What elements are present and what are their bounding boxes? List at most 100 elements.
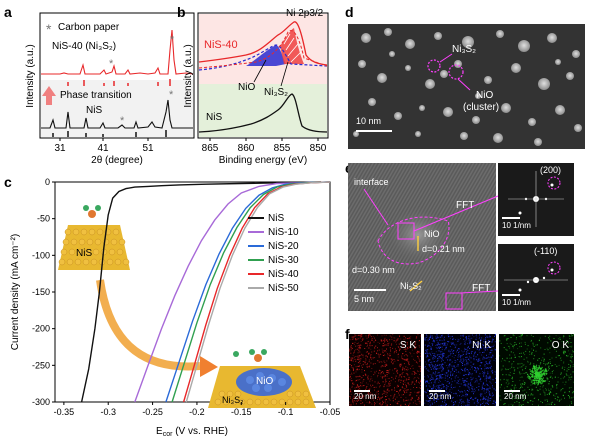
chart-series-group bbox=[80, 181, 331, 403]
x-tick-label: -0.25 bbox=[142, 407, 163, 417]
tem-d-scalebar bbox=[356, 130, 392, 132]
fft-2-index: (-110) bbox=[534, 246, 558, 256]
xps-black-trace bbox=[198, 93, 328, 133]
xps-pink-bg bbox=[199, 14, 327, 84]
series-line-nis-10 bbox=[134, 181, 331, 403]
eds-o-scalebar bbox=[504, 390, 520, 392]
x-tick-label: -0.3 bbox=[100, 407, 116, 417]
tem-d-scale-label: 10 nm bbox=[356, 116, 382, 126]
fft-1-pattern bbox=[508, 171, 564, 227]
fft-connectors bbox=[413, 195, 499, 294]
xps-panel: NiS-40 Ni 2p3/2 NiO Ni₃S₂ NiS 865 860 85… bbox=[183, 8, 329, 166]
legend-label-nis-50: NiS-50 bbox=[268, 283, 299, 294]
eds-ni-scalebar bbox=[429, 390, 445, 392]
y-tick-label: -300 bbox=[32, 397, 50, 407]
eds-s-dots bbox=[349, 334, 421, 406]
xps-label-ni2p: Ni 2p3/2 bbox=[286, 8, 324, 19]
xps-label-nis40: NiS-40 bbox=[204, 39, 238, 51]
eds-s-label: S K bbox=[399, 340, 416, 351]
eds-s-scalebar bbox=[354, 390, 370, 392]
phase-transition-arrow bbox=[42, 86, 56, 105]
fft-label-1: FFT bbox=[456, 200, 475, 211]
eds-o-scale-label: 20 nm bbox=[504, 392, 527, 401]
hrtem-scalebar bbox=[354, 289, 386, 291]
tem-d-particles bbox=[348, 24, 585, 149]
xps-hatch bbox=[283, 33, 302, 63]
y-tick-label: -250 bbox=[32, 360, 50, 370]
tem-image-d: Ni₃S₂ NiO (cluster) 10 nm bbox=[348, 24, 585, 149]
panel-letter-d: d bbox=[345, 4, 354, 20]
panel-letter-b: b bbox=[177, 4, 186, 20]
xps-xtick-1: 860 bbox=[238, 143, 255, 154]
eds-ni-label: Ni K bbox=[472, 340, 491, 351]
inset-label-ni3s2: Ni₃S₂ bbox=[222, 395, 244, 405]
xrd-red-ref-ticks bbox=[67, 79, 171, 86]
xps-xtick-2: 855 bbox=[274, 143, 291, 154]
hrtem-label-d030: d=0.30 nm bbox=[352, 265, 395, 275]
eds-map-o: O K 20 nm bbox=[499, 334, 574, 406]
xrd-ylabel: Intensity (a.u.) bbox=[25, 44, 36, 107]
fft-image-2: (-110) 10 1/nm bbox=[498, 244, 574, 311]
xps-xtick-0: 865 bbox=[202, 143, 219, 154]
inset-label-nio: NiO bbox=[256, 376, 273, 387]
xps-red-trace bbox=[198, 21, 328, 66]
chart-legend: NiS NiS-10 NiS-20 NiS-30 NiS-40 NiS-50 bbox=[248, 213, 299, 294]
eds-ni-dots bbox=[424, 334, 496, 406]
fft-1-scalebar bbox=[502, 217, 520, 219]
xps-xtick-3: 850 bbox=[310, 143, 327, 154]
tem-d-label-ni3s2: Ni₃S₂ bbox=[452, 44, 477, 55]
transition-arrowhead bbox=[200, 356, 218, 377]
x-tick-label: -0.15 bbox=[231, 407, 252, 417]
xrd-label-nis: NiS bbox=[86, 105, 102, 116]
hrtem-label-interface: interface bbox=[354, 177, 389, 187]
fft-2-scale-label: 10 1/nm bbox=[502, 298, 531, 307]
xrd-star-2: * bbox=[170, 34, 175, 46]
inset-label-nis: NiS bbox=[76, 248, 92, 259]
hrtem-label-nio: NiO bbox=[424, 229, 440, 239]
legend-label-nis-40: NiS-40 bbox=[268, 269, 299, 280]
panel-letter-f: f bbox=[345, 326, 350, 342]
xps-blue-dashed bbox=[198, 44, 328, 71]
xrd-star-4: * bbox=[169, 89, 174, 101]
xrd-black-ref-ticks bbox=[52, 130, 167, 137]
carbon-star-icon: * bbox=[46, 21, 52, 37]
fft-2-pattern bbox=[504, 261, 568, 292]
xrd-red-trace bbox=[41, 29, 194, 75]
y-tick-label: 0 bbox=[45, 177, 50, 187]
eds-s-scale-label: 20 nm bbox=[354, 392, 377, 401]
xrd-xtick-2: 51 bbox=[142, 143, 154, 154]
y-tick-label: -100 bbox=[32, 250, 50, 260]
hrtem-label-ni3s2: Ni₃S₂ bbox=[400, 281, 422, 291]
polarization-chart: NiS NiO Ni₃S₂ -0.35 -0.3 -0.25 -0.2 -0.15 -0.… bbox=[10, 177, 340, 438]
y-tick-label: -50 bbox=[37, 214, 50, 224]
xps-xlabel: Binding energy (eV) bbox=[219, 155, 307, 166]
tem-d-label-nio: NiO bbox=[476, 90, 494, 101]
xps-label-nis: NiS bbox=[206, 112, 222, 123]
xps-label-ni3s2: Ni₃S₂ bbox=[264, 87, 288, 98]
legend-label-nis-20: NiS-20 bbox=[268, 241, 299, 252]
xps-red-dashed bbox=[198, 30, 328, 69]
eds-ni-scale-label: 20 nm bbox=[429, 392, 452, 401]
x-tick-label: -0.35 bbox=[54, 407, 75, 417]
chart-ylabel: Current density (mA cm⁻²) bbox=[10, 234, 21, 350]
xrd-black-trace bbox=[41, 99, 193, 129]
panel-letter-c: c bbox=[4, 174, 12, 190]
fft-2-scalebar bbox=[502, 294, 520, 296]
panel-letter-a: a bbox=[4, 4, 12, 20]
legend-label-nis-30: NiS-30 bbox=[268, 255, 299, 266]
eds-map-s: S K 20 nm bbox=[349, 334, 421, 406]
y-tick-label: -200 bbox=[32, 324, 50, 334]
xps-ylabel: Intensity (a.u.) bbox=[183, 44, 194, 107]
hrtem-scale-label: 5 nm bbox=[354, 294, 375, 304]
hrtem-label-d021: d=0.21 nm bbox=[422, 244, 465, 254]
legend-label-nis-10: NiS-10 bbox=[268, 227, 299, 238]
inset-nio-illustration bbox=[208, 349, 316, 408]
xrd-label-nis40: NiS-40 (Ni₃S₂) bbox=[52, 41, 116, 52]
eds-o-dots bbox=[499, 334, 574, 406]
x-tick-label: -0.05 bbox=[320, 407, 340, 417]
hrtem-image: interface NiO d=0.21 nm d=0.30 nm Ni₃S₂ … bbox=[348, 163, 496, 311]
eds-o-label: O K bbox=[551, 340, 569, 351]
chart-xlabel: Ecor (V vs. RHE) bbox=[156, 426, 228, 438]
hrtem-texture bbox=[348, 163, 496, 311]
xrd-label-phase: Phase transition bbox=[60, 90, 132, 101]
